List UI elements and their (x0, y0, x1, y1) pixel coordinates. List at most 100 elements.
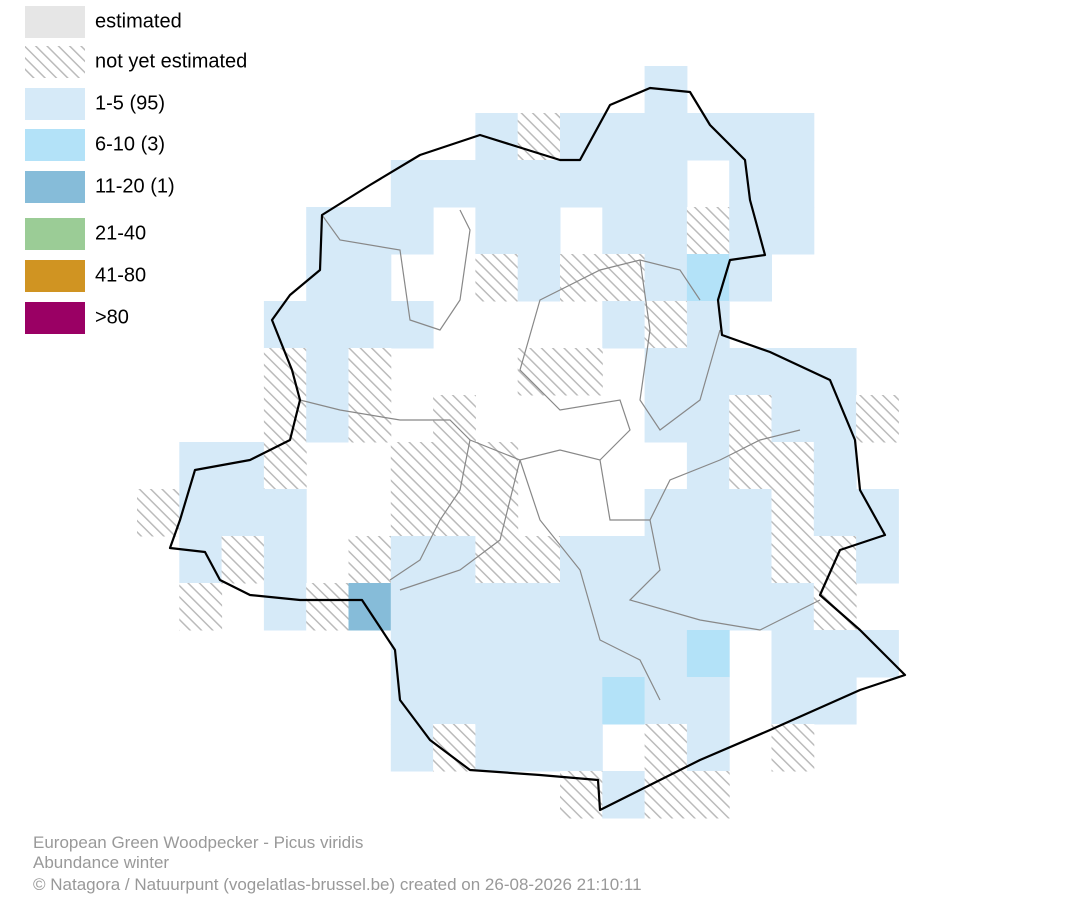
grid-cell (179, 583, 223, 631)
grid-cell (390, 536, 434, 584)
grid-cell (686, 207, 730, 255)
grid-cell (771, 630, 815, 678)
grid-cell (348, 348, 392, 396)
legend-label: estimated (95, 10, 182, 32)
credit: © Natagora / Natuurpunt (vogelatlas-brus… (33, 875, 642, 894)
grid-cell (602, 301, 646, 349)
grid-cell (771, 207, 815, 255)
grid-cell (602, 254, 646, 302)
grid-cell (644, 160, 688, 208)
grid-cell (560, 254, 603, 302)
grid-cell (729, 583, 772, 631)
grid-cell (644, 583, 688, 631)
grid-cell (390, 442, 434, 490)
grid-cell (348, 395, 392, 443)
grid-cell (686, 489, 730, 537)
grid-cell (263, 583, 307, 631)
grid-cell (813, 348, 857, 396)
grid-cell (475, 724, 519, 772)
legend-swatch (25, 171, 85, 203)
grid-cell (560, 724, 603, 772)
legend-swatch (25, 88, 85, 120)
legend-label: not yet estimated (95, 50, 247, 72)
grid-cell (602, 160, 646, 208)
grid-cell (475, 489, 519, 537)
grid-cell (517, 348, 561, 396)
grid-cell (602, 583, 646, 631)
grid-cell (729, 113, 772, 161)
grid-cell (813, 583, 857, 631)
grid-cell (644, 677, 688, 725)
grid-cell (602, 113, 646, 161)
grid-cell (771, 489, 815, 537)
grid-cell (813, 489, 857, 537)
species: European Green Woodpecker - Picus viridi… (33, 833, 363, 852)
legend-swatch (25, 6, 85, 38)
grid-cell (602, 536, 646, 584)
grid-cell (517, 677, 561, 725)
grid-cell (221, 442, 265, 490)
grid-cell (306, 207, 349, 255)
grid-cell (856, 630, 899, 678)
grid-cell (644, 395, 688, 443)
grid-cell (390, 160, 434, 208)
grid-cell (306, 348, 349, 396)
grid-cell (644, 724, 688, 772)
grid-cell (602, 207, 646, 255)
grid-cell (306, 583, 349, 631)
grid-cell (771, 583, 815, 631)
grid-cell (475, 677, 519, 725)
legend-label: >80 (95, 306, 129, 328)
grid-cell (306, 301, 349, 349)
grid-cell (475, 113, 519, 161)
grid-cell (686, 536, 730, 584)
grid-cell (771, 442, 815, 490)
grid-cell (729, 348, 772, 396)
grid-cell (179, 489, 223, 537)
grid-cell (686, 677, 730, 725)
region-boundary (168, 86, 907, 812)
grid-cell (390, 207, 434, 255)
grid-cell (644, 348, 688, 396)
grid-cell (560, 160, 603, 208)
legend-swatch (25, 260, 85, 292)
grid-cell (729, 442, 772, 490)
grid-cell (644, 207, 688, 255)
grid-cell (644, 301, 688, 349)
grid-cell (390, 583, 434, 631)
grid-cell (644, 489, 688, 537)
legend-label: 11-20 (1) (95, 175, 175, 197)
grid-cell (729, 207, 772, 255)
grid-cell (771, 395, 815, 443)
grid-cell (517, 724, 561, 772)
grid-cell (560, 348, 603, 396)
legend-swatch (25, 302, 85, 334)
grid-cell (686, 442, 730, 490)
legend-label: 41-80 (95, 264, 146, 286)
grid-cell (560, 677, 603, 725)
grid-cell (433, 630, 476, 678)
grid-cell (221, 489, 265, 537)
grid-cell (433, 583, 476, 631)
grid-cell (686, 771, 730, 819)
legend-label: 21-40 (95, 222, 146, 244)
grid-cell (348, 254, 392, 302)
legend-label: 1-5 (95) (95, 92, 165, 114)
grid-cell (475, 160, 519, 208)
grid-cell (263, 489, 307, 537)
grid-cell (560, 583, 603, 631)
grid-cell (390, 301, 434, 349)
grid-cell (433, 395, 476, 443)
legend-swatch (25, 218, 85, 250)
grid-cell (475, 254, 519, 302)
grid-cell (813, 395, 857, 443)
grid-cell (771, 113, 815, 161)
grid-cell (348, 583, 392, 631)
grid-cell (644, 113, 688, 161)
grid-cell (517, 583, 561, 631)
grid-cell (856, 395, 899, 443)
municipal-borders (299, 209, 821, 701)
grid-cell (179, 536, 223, 584)
grid-cell (729, 254, 772, 302)
